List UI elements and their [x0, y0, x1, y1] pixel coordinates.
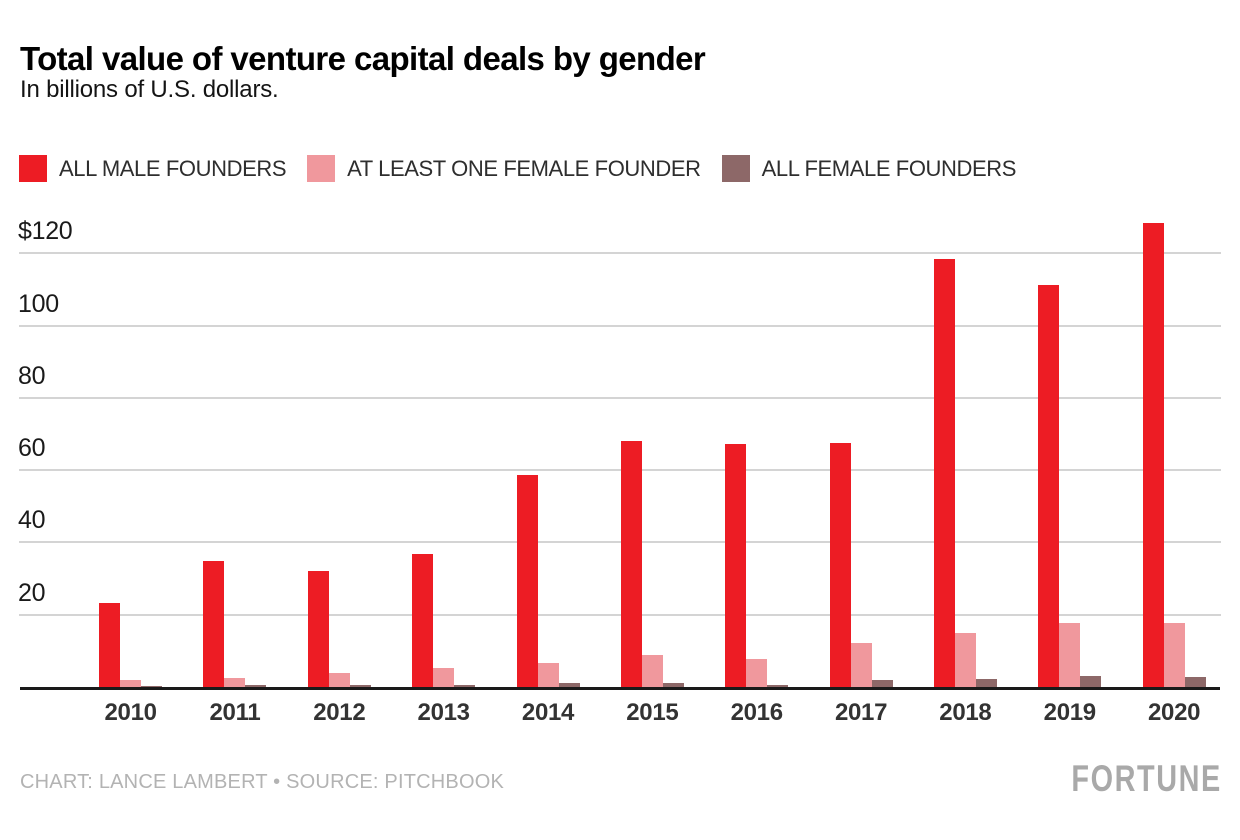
y-axis-tick-label-60: 60 [18, 434, 46, 463]
bar-2017-series-2 [871, 680, 893, 687]
x-axis-tick-label-2013: 2013 [417, 699, 471, 726]
legend-item-0: ALL MALE FOUNDERS [19, 155, 287, 182]
bar-2015-series-1 [641, 655, 663, 687]
bar-2013-series-2 [454, 685, 476, 687]
bar-2012-series-1 [328, 673, 350, 687]
bar-2014-series-1 [537, 663, 559, 687]
bar-2014-series-0 [516, 475, 538, 687]
gridline-20 [19, 613, 1221, 616]
legend: ALL MALE FOUNDERS AT LEAST ONE FEMALE FOU… [19, 155, 1016, 182]
bar-2019-series-1 [1059, 623, 1081, 687]
bar-2018-series-0 [933, 259, 955, 687]
bar-2013-series-0 [412, 554, 434, 687]
y-axis-tick-label-100: 100 [18, 289, 59, 318]
bar-2013-series-1 [433, 668, 455, 687]
x-axis-tick-label-2014: 2014 [521, 699, 575, 726]
bar-2012-series-2 [349, 685, 371, 687]
gridline-60 [19, 469, 1221, 472]
legend-swatch-icon [721, 155, 750, 182]
bar-2010-series-1 [120, 680, 142, 687]
bar-2011-series-1 [224, 678, 246, 687]
bar-2011-series-2 [245, 685, 267, 687]
bar-2016-series-1 [746, 659, 768, 687]
bar-2010-series-0 [99, 603, 121, 687]
bar-2020-series-0 [1142, 223, 1164, 687]
bar-2012-series-0 [307, 571, 329, 687]
bar-2016-series-0 [725, 444, 747, 687]
gridline-40 [19, 541, 1221, 544]
legend-item-1: AT LEAST ONE FEMALE FOUNDER [307, 155, 701, 182]
x-axis-tick-label-2018: 2018 [939, 699, 992, 726]
bar-2014-series-2 [558, 683, 580, 687]
bar-2019-series-0 [1038, 285, 1060, 687]
source-credit: CHART: LANCE LAMBERT • SOURCE: PITCHBOOK [20, 771, 504, 793]
bar-2019-series-2 [1080, 676, 1102, 687]
x-axis-tick-label-2011: 2011 [209, 699, 261, 726]
legend-label: ALL MALE FOUNDERS [59, 155, 287, 181]
chart-subtitle: In billions of U.S. dollars. [20, 76, 279, 103]
bar-2017-series-1 [850, 643, 872, 687]
bar-2018-series-1 [954, 633, 976, 687]
legend-swatch-icon [307, 155, 336, 182]
bar-2015-series-2 [662, 683, 684, 687]
x-axis-tick-label-2020: 2020 [1147, 699, 1201, 726]
legend-label: AT LEAST ONE FEMALE FOUNDER [347, 155, 701, 181]
legend-item-2: ALL FEMALE FOUNDERS [721, 155, 1017, 182]
bar-2017-series-0 [829, 443, 851, 687]
x-axis-tick-label-2017: 2017 [834, 699, 888, 726]
bar-2020-series-2 [1184, 677, 1206, 687]
y-axis-tick-label-20: 20 [18, 578, 46, 607]
fortune-logo: FORTUNE [1071, 758, 1222, 799]
bar-2020-series-1 [1163, 623, 1185, 687]
chart-title: Total value of venture capital deals by … [20, 40, 706, 78]
x-axis-tick-label-2016: 2016 [730, 699, 784, 726]
legend-label: ALL FEMALE FOUNDERS [761, 155, 1017, 181]
bar-2015-series-0 [620, 441, 642, 687]
y-axis-tick-label-40: 40 [18, 506, 46, 535]
x-axis-tick-label-2015: 2015 [626, 699, 679, 726]
x-axis-tick-label-2010: 2010 [104, 699, 157, 726]
gridline-80 [19, 396, 1221, 399]
bar-2016-series-2 [767, 685, 789, 687]
x-axis-tick-label-2019: 2019 [1043, 699, 1097, 726]
gridline-100 [19, 324, 1221, 327]
y-axis-tick-label-80: 80 [18, 361, 46, 390]
x-axis-line [20, 687, 1220, 690]
y-axis-tick-label-120: $120 [18, 217, 73, 246]
bar-2010-series-2 [141, 686, 163, 687]
gridline-120 [19, 252, 1221, 255]
bar-2018-series-2 [975, 679, 997, 687]
legend-swatch-icon [19, 155, 47, 182]
x-axis-tick-label-2012: 2012 [313, 699, 366, 726]
bar-2011-series-0 [203, 561, 225, 687]
